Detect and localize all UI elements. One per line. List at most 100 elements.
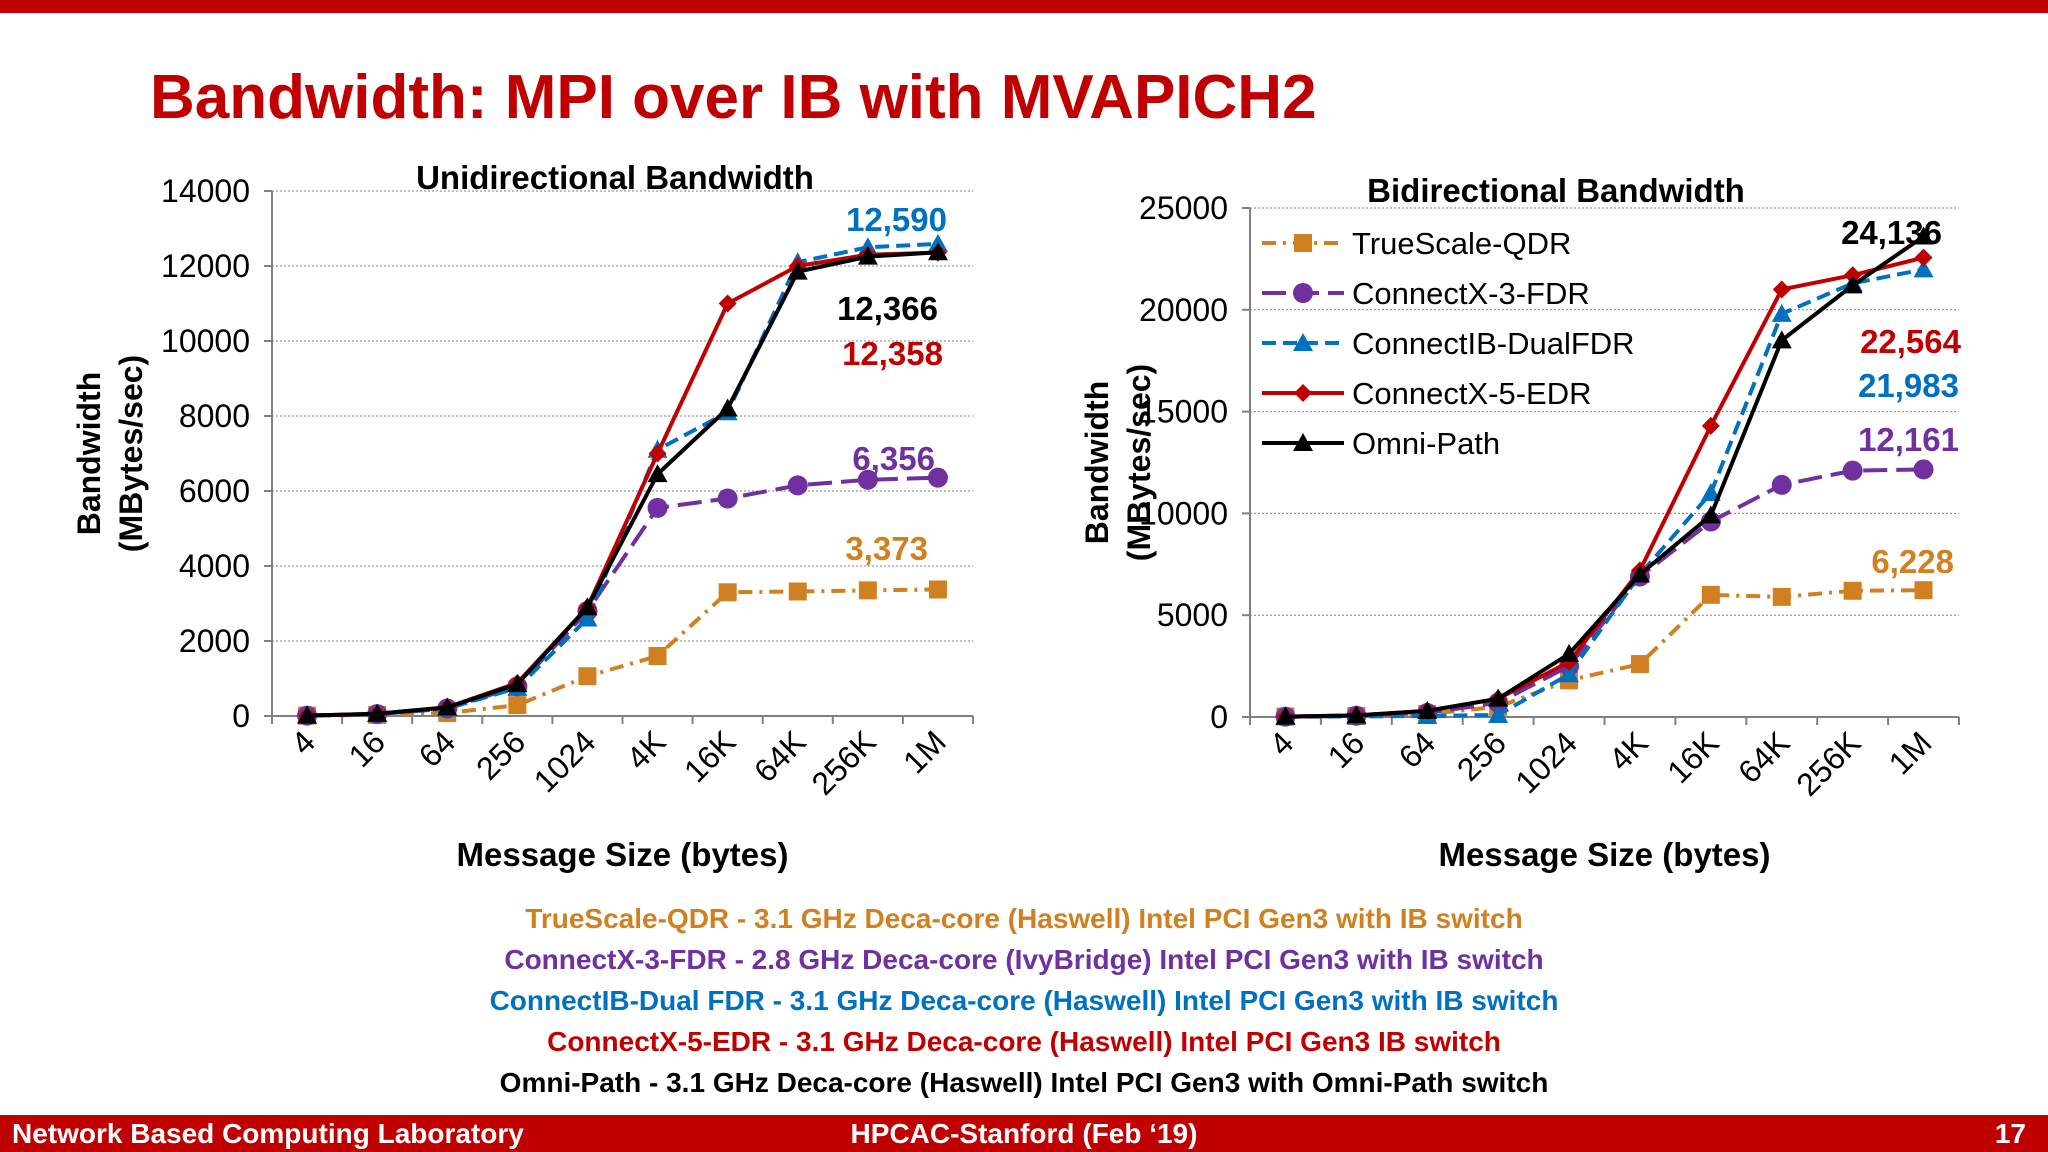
uni-y-axis-label: Bandwidth	[71, 372, 107, 536]
uni-point-truescale-qdr	[578, 667, 597, 686]
uni-point-connectx-5-edr	[648, 444, 667, 463]
uni-y-tick-label: 2000	[179, 623, 250, 659]
bi-line-connectx-3-fdr	[1285, 467, 1924, 719]
uni-x-tick-label: 16	[341, 723, 392, 774]
uni-point-truescale-qdr	[788, 582, 807, 601]
uni-point-omni-path	[857, 246, 878, 265]
uni-point-connectx-3-fdr	[787, 475, 808, 496]
bi-point-omni-path	[1771, 330, 1792, 349]
note-connectx5-edr: ConnectX-5-EDR - 3.1 GHz Deca-core (Hasw…	[547, 1026, 1501, 1057]
legend-entry-connectib-dualfdr: ConnectIB-DualFDR	[1352, 326, 1635, 361]
uni-data-label: 3,373	[845, 530, 928, 567]
uni-x-tick-label: 64	[412, 723, 463, 774]
uni-data-label: 6,356	[852, 440, 935, 477]
note-omni-path: Omni-Path - 3.1 GHz Deca-core (Haswell) …	[499, 1067, 1549, 1098]
uni-line-truescale-qdr	[307, 587, 938, 718]
uni-y-tick-label: 4000	[179, 548, 250, 584]
footer-event: HPCAC-Stanford (Feb ‘19)	[850, 1118, 1198, 1149]
footer-bar: Network Based Computing Laboratory HPCAC…	[0, 1115, 2048, 1152]
bi-series-omni-path	[1275, 226, 1934, 725]
bi-x-tick-label: 256	[1450, 724, 1513, 787]
bi-data-label: 22,564	[1860, 323, 1962, 360]
bi-legend: TrueScale-QDR ConnectX-3-FDR ConnectIB-Dua…	[1262, 226, 1635, 461]
bi-point-connectib-dualfdr	[1771, 303, 1792, 322]
bi-point-connectib-dualfdr	[1913, 259, 1934, 278]
bi-point-omni-path	[1842, 275, 1863, 294]
uni-x-tick-label: 4K	[619, 723, 672, 776]
uni-y-axis-label: (MBytes/sec)	[113, 355, 149, 552]
top-accent-bar	[0, 0, 2048, 13]
uni-point-omni-path	[297, 705, 318, 724]
bi-point-omni-path	[1275, 706, 1296, 725]
uni-y-tick-label: 14000	[161, 173, 250, 209]
legend-entry-omni-path: Omni-Path	[1352, 426, 1500, 461]
uni-data-label: 12,366	[837, 290, 938, 327]
uni-y-tick-label: 0	[232, 698, 250, 734]
uni-data-label: 12,358	[842, 335, 943, 372]
uni-point-omni-path	[927, 242, 948, 261]
bi-x-tick-label: 256K	[1789, 724, 1867, 802]
bi-point-truescale-qdr	[1843, 581, 1862, 600]
uni-line-connectx-3-fdr	[307, 475, 939, 718]
uni-x-axis-label: Message Size (bytes)	[457, 836, 789, 873]
bi-point-truescale-qdr	[1701, 585, 1720, 604]
legend-marker-omni-path	[1293, 433, 1313, 451]
bi-series-truescale-qdr	[1276, 581, 1933, 726]
uni-line-omni-path	[306, 250, 939, 718]
uni-point-omni-path	[717, 398, 738, 417]
bi-point-omni-path	[1488, 688, 1509, 707]
uni-point-omni-path	[437, 697, 458, 716]
legend-marker-connectib-dualfdr	[1293, 333, 1313, 351]
bi-x-tick-label: 64K	[1731, 724, 1797, 790]
uni-data-label: 12,590	[846, 201, 947, 238]
legend-entry-connectx-5-edr: ConnectX-5-EDR	[1352, 376, 1591, 411]
legend-entry-connectx-3-fdr: ConnectX-3-FDR	[1352, 276, 1590, 311]
uni-point-connectx-3-fdr	[717, 488, 738, 509]
legend-marker-connectx-3-fdr	[1293, 283, 1313, 303]
bi-point-connectib-dualfdr	[1700, 483, 1721, 502]
bi-x-axis-label: Message Size (bytes)	[1439, 836, 1771, 873]
hardware-notes: TrueScale-QDR - 3.1 GHz Deca-core (Haswe…	[0, 898, 2048, 1103]
uni-x-tick-label: 1M	[896, 723, 953, 780]
footer-lab-name: Network Based Computing Laboratory	[12, 1118, 524, 1149]
footer-page-number: 17	[1994, 1118, 2026, 1149]
bi-point-omni-path	[1700, 505, 1721, 524]
bi-series-connectx-3-fdr	[1275, 459, 1934, 727]
bi-point-omni-path	[1417, 700, 1438, 719]
bi-point-connectx-5-edr	[1914, 248, 1933, 267]
uni-point-truescale-qdr	[858, 581, 877, 600]
bi-point-truescale-qdr	[1772, 587, 1791, 606]
bi-line-omni-path	[1285, 234, 1925, 719]
uni-point-connectx-3-fdr	[927, 467, 948, 488]
bi-point-connectx-5-edr	[1843, 266, 1862, 285]
bi-y-tick-label: 25000	[1139, 190, 1228, 226]
uni-point-connectx-3-fdr	[647, 497, 668, 518]
bi-point-connectx-3-fdr	[1842, 460, 1863, 481]
uni-chart-title: Unidirectional Bandwidth	[416, 159, 814, 196]
legend-marker-connectx-5-edr	[1294, 384, 1312, 402]
bi-x-tick-label: 4	[1262, 724, 1300, 762]
bi-point-omni-path	[1346, 705, 1367, 724]
bi-y-tick-label: 20000	[1139, 292, 1228, 328]
legend-marker-truescale-qdr	[1294, 234, 1312, 252]
uni-point-truescale-qdr	[718, 583, 737, 602]
bi-point-connectib-dualfdr	[1559, 664, 1580, 683]
bi-point-connectib-dualfdr	[1488, 704, 1509, 723]
bi-x-tick-label: 4K	[1602, 724, 1655, 777]
note-connectx3-fdr: ConnectX-3-FDR - 2.8 GHz Deca-core (IvyB…	[504, 944, 1544, 975]
bi-y-axis-label: Bandwidth	[1079, 381, 1115, 545]
bi-point-connectx-5-edr	[1772, 280, 1791, 299]
uni-point-omni-path	[787, 261, 808, 280]
bi-point-omni-path	[1629, 564, 1650, 583]
uni-series-connectx-3-fdr	[297, 467, 948, 726]
bi-point-truescale-qdr	[1914, 581, 1933, 600]
uni-y-tick-label: 8000	[179, 398, 250, 434]
uni-y-tick-label: 6000	[179, 473, 250, 509]
bi-data-label: 24,136	[1841, 214, 1942, 251]
bi-x-tick-label: 16	[1321, 724, 1372, 775]
uni-point-omni-path	[367, 703, 388, 722]
uni-point-connectx-5-edr	[718, 294, 737, 313]
bi-data-label: 21,983	[1858, 367, 1959, 404]
bi-line-truescale-qdr	[1285, 588, 1924, 719]
